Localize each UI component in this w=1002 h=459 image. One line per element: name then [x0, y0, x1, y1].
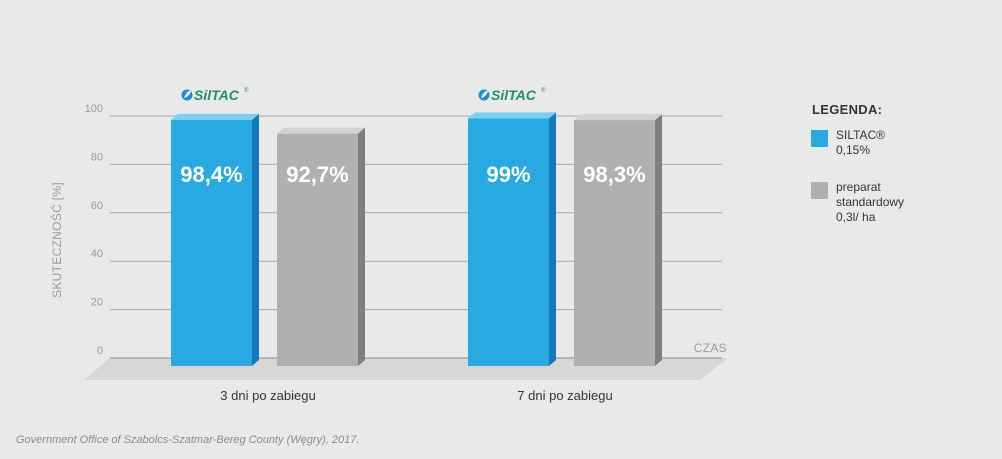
- legend-swatch: [811, 130, 828, 147]
- legend-label: 0,15%: [836, 143, 870, 157]
- bar-side: [252, 113, 259, 366]
- legend-swatch: [811, 182, 828, 199]
- bar-top: [468, 112, 556, 119]
- legend: LEGENDA: SILTAC®0,15% preparatstandardowy…: [811, 102, 904, 224]
- bar: 98,4%: [171, 113, 259, 366]
- registered-mark: ®: [541, 87, 546, 94]
- registered-mark: ®: [244, 87, 249, 94]
- bar-top: [171, 113, 259, 120]
- logo-text: SilTAC: [194, 87, 240, 103]
- bar-front: [277, 133, 358, 366]
- siltac-logo: SilTAC ®: [181, 87, 249, 103]
- category-labels: 3 dni po zabiegu 7 dni po zabiegu: [220, 388, 612, 403]
- y-tick-label: 100: [85, 103, 103, 115]
- legend-label: preparat: [836, 180, 881, 194]
- y-tick-label: 20: [91, 297, 103, 309]
- legend-label: 0,3l/ ha: [836, 210, 876, 224]
- bar-value-label: 92,7%: [286, 162, 348, 187]
- y-tick-label: 60: [91, 200, 103, 212]
- bar-front: [171, 119, 252, 366]
- y-tick-label: 80: [91, 151, 103, 163]
- bar-side: [655, 114, 662, 366]
- bars: 98,4% 92,7% 99% 98,3%: [171, 112, 662, 366]
- leaf-drop-icon: [181, 89, 193, 101]
- bar-top: [277, 127, 365, 134]
- legend-title: LEGENDA:: [812, 102, 882, 117]
- y-tick-label: 40: [91, 248, 103, 260]
- logo-text: SilTAC: [491, 87, 537, 103]
- bar: 98,3%: [574, 114, 662, 366]
- legend-label: standardowy: [836, 195, 904, 209]
- source-note: Government Office of Szabolcs-Szatmar-Be…: [16, 434, 360, 446]
- x-category-label: 7 dni po zabiegu: [517, 388, 612, 403]
- bar: 99%: [468, 112, 556, 366]
- bar-side: [549, 112, 556, 366]
- bar-value-label: 99%: [486, 162, 530, 187]
- y-tick-label: 0: [97, 345, 103, 357]
- bar-front: [574, 120, 655, 366]
- bar-side: [358, 127, 365, 366]
- legend-item: SILTAC®0,15%: [811, 128, 885, 157]
- legend-label: SILTAC®: [836, 128, 885, 142]
- siltac-logo: SilTAC ®: [478, 87, 546, 103]
- bar-top: [574, 114, 662, 121]
- bar-value-label: 98,3%: [583, 162, 645, 187]
- logos: SilTAC ® SilTAC ®: [181, 87, 546, 103]
- leaf-drop-icon: [478, 89, 490, 101]
- bar-front: [468, 118, 549, 366]
- bar: 92,7%: [277, 127, 365, 366]
- x-axis-title: CZAS: [694, 341, 727, 355]
- x-category-label: 3 dni po zabiegu: [220, 388, 315, 403]
- y-axis-title: SKUTECZNOŚĆ [%]: [49, 182, 64, 298]
- bar-value-label: 98,4%: [180, 162, 242, 187]
- y-axis-ticks: 0 20 40 60 80 100: [85, 103, 103, 357]
